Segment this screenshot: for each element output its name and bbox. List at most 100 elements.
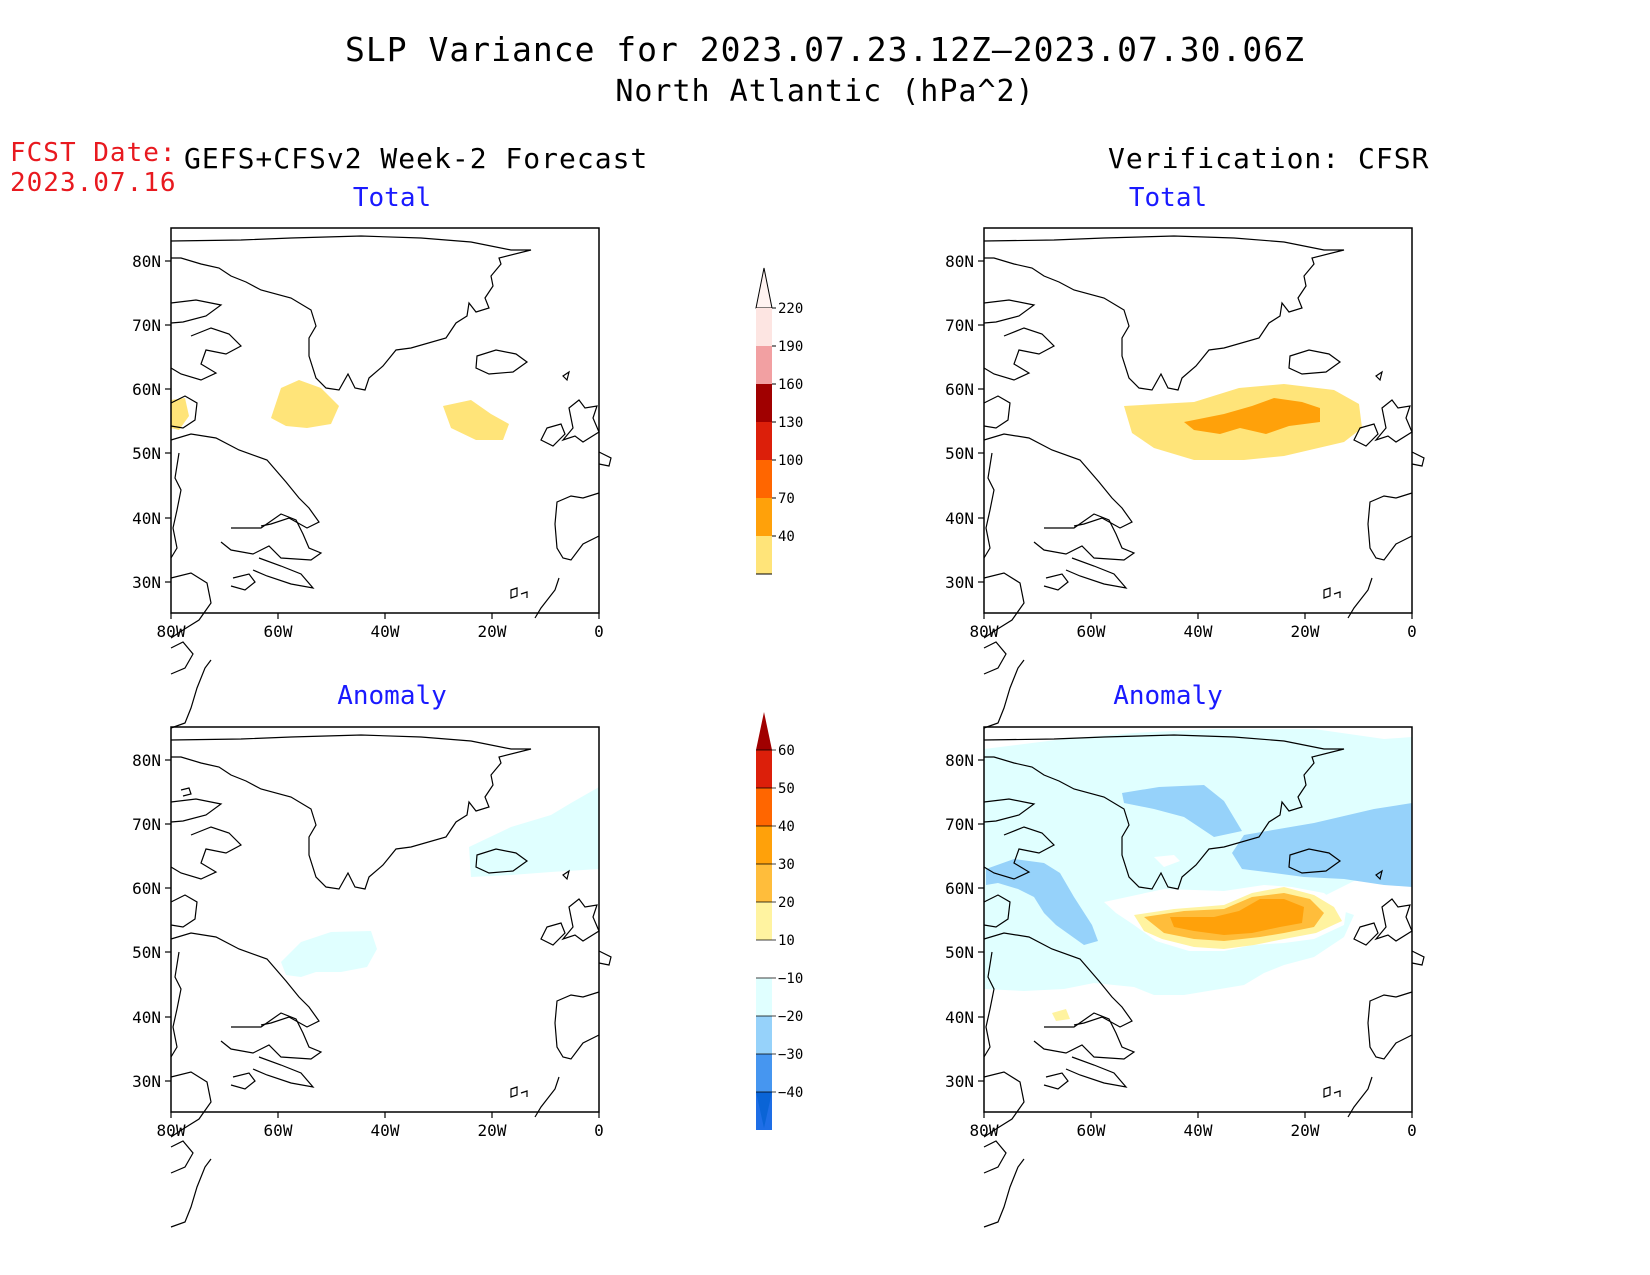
lat-tick-label: 30N xyxy=(945,573,974,592)
colorbar-label: 40 xyxy=(778,529,795,545)
lat-tick-label: 60N xyxy=(132,380,161,399)
colorbar-swatch xyxy=(756,864,772,902)
verification-anomaly-blue-west xyxy=(986,859,1098,945)
lon-tick-label: 80W xyxy=(970,622,999,641)
colorbar-swatch xyxy=(756,384,772,422)
panel-frame xyxy=(170,726,600,1113)
verification-total-label: Total xyxy=(1129,183,1207,213)
colorbar-label: −40 xyxy=(778,1085,803,1101)
colorbar-label: 160 xyxy=(778,377,803,393)
verification-anomaly-white-patch xyxy=(1154,855,1180,867)
lon-tick-label: 80W xyxy=(157,1121,186,1140)
colorbar-top-arrow xyxy=(755,267,773,309)
forecast-anomaly-label: Anomaly xyxy=(337,681,447,711)
forecast-date-label: FCST Date: xyxy=(10,138,177,168)
lat-tick-label: 60N xyxy=(945,380,974,399)
verification-total-orange-core xyxy=(1184,398,1320,434)
lat-tick-label: 60N xyxy=(132,879,161,898)
colorbar-label: −10 xyxy=(778,971,803,987)
verification-anomaly-label: Anomaly xyxy=(1113,681,1223,711)
colorbar-bottom-arrow xyxy=(756,1092,772,1128)
lat-tick-label: 80N xyxy=(945,252,974,271)
colorbar-label: 190 xyxy=(778,339,803,355)
lon-tick-label: 0 xyxy=(594,1121,604,1140)
lon-tick-label: 0 xyxy=(594,622,604,641)
lon-tick-label: 60W xyxy=(1077,622,1106,641)
lat-tick-label: 70N xyxy=(945,815,974,834)
forecast-total-shade-east xyxy=(443,400,509,440)
lon-tick-label: 60W xyxy=(1077,1121,1106,1140)
verification-anomaly-panel xyxy=(983,726,1425,1275)
lat-tick-label: 80N xyxy=(132,751,161,770)
colorbar-label: −20 xyxy=(778,1009,803,1025)
colorbar-label: 10 xyxy=(778,933,795,949)
colorbar-label: 70 xyxy=(778,491,795,507)
axis-ticks: 80N 70N 60N 50N 40N 30N 80W 60W 40W 20W 0 80N 70N 60N… xyxy=(132,252,1417,1140)
colorbar-swatch xyxy=(756,308,772,346)
lat-tick-label: 50N xyxy=(132,444,161,463)
lat-tick-label: 40N xyxy=(945,1008,974,1027)
colorbar-swatch xyxy=(756,940,772,978)
verification-anomaly-small-yellow xyxy=(1052,1009,1070,1021)
lat-tick-label: 70N xyxy=(945,316,974,335)
forecast-anomaly-shade-east xyxy=(469,787,599,877)
colorbar-label: −30 xyxy=(778,1047,803,1063)
panel-frame xyxy=(170,227,600,614)
colorbar-swatch xyxy=(756,902,772,940)
colorbar-label: 100 xyxy=(778,453,803,469)
forecast-total-shade-west xyxy=(271,380,339,428)
forecast-total-shade-labrador xyxy=(171,398,189,430)
lat-tick-label: 50N xyxy=(945,943,974,962)
colorbar-swatch xyxy=(756,1016,772,1054)
anomaly-colorbar: 60 50 40 30 20 10 −10 −20 −30 −40 xyxy=(756,712,803,1130)
lon-tick-label: 40W xyxy=(371,622,400,641)
total-colorbar: 220 190 160 130 100 70 40 xyxy=(755,267,803,575)
lon-tick-label: 40W xyxy=(371,1121,400,1140)
forecast-total-label: Total xyxy=(353,183,431,213)
lon-tick-label: 20W xyxy=(1291,1121,1320,1140)
lat-tick-label: 40N xyxy=(132,1008,161,1027)
lon-tick-label: 40W xyxy=(1184,1121,1213,1140)
lon-tick-label: 40W xyxy=(1184,622,1213,641)
forecast-date-block: FCST Date: 2023.07.16 xyxy=(10,138,177,198)
colorbar-label: 130 xyxy=(778,415,803,431)
verification-total-panel xyxy=(983,227,1425,797)
lon-tick-label: 80W xyxy=(970,1121,999,1140)
lat-tick-label: 50N xyxy=(945,444,974,463)
colorbar-swatch xyxy=(756,978,772,1016)
lat-tick-label: 30N xyxy=(132,573,161,592)
lon-tick-label: 20W xyxy=(1291,622,1320,641)
colorbar-label: 30 xyxy=(778,857,795,873)
lat-tick-label: 40N xyxy=(132,509,161,528)
lat-tick-label: 30N xyxy=(945,1072,974,1091)
lat-tick-label: 60N xyxy=(945,879,974,898)
lon-tick-label: 80W xyxy=(157,622,186,641)
forecast-anomaly-shade-west xyxy=(281,931,377,977)
colorbar-swatch xyxy=(756,788,772,826)
lon-tick-label: 60W xyxy=(264,622,293,641)
verification-anomaly-blue-east xyxy=(1232,803,1412,887)
colorbar-top-arrow xyxy=(756,712,772,750)
colorbar-swatch xyxy=(756,826,772,864)
figure-subtitle: North Atlantic (hPa^2) xyxy=(615,74,1035,109)
forecast-date-value: 2023.07.16 xyxy=(10,168,177,198)
lon-tick-label: 60W xyxy=(264,1121,293,1140)
forecast-total-panel xyxy=(170,227,612,797)
lat-tick-label: 40N xyxy=(945,509,974,528)
forecast-column-title: GEFS+CFSv2 Week-2 Forecast xyxy=(184,142,649,175)
colorbar-label: 60 xyxy=(778,743,795,759)
colorbar-swatch xyxy=(756,498,772,536)
colorbar-swatch xyxy=(756,1054,772,1092)
lon-tick-label: 20W xyxy=(478,622,507,641)
colorbar-label: 220 xyxy=(778,301,803,317)
lon-tick-label: 20W xyxy=(478,1121,507,1140)
lat-tick-label: 30N xyxy=(132,1072,161,1091)
colorbar-swatch xyxy=(756,536,772,574)
lat-tick-label: 80N xyxy=(945,751,974,770)
colorbar-swatch xyxy=(756,422,772,460)
lat-tick-label: 70N xyxy=(132,815,161,834)
lon-tick-label: 0 xyxy=(1407,1121,1417,1140)
colorbar-label: 50 xyxy=(778,781,795,797)
lat-tick-label: 80N xyxy=(132,252,161,271)
